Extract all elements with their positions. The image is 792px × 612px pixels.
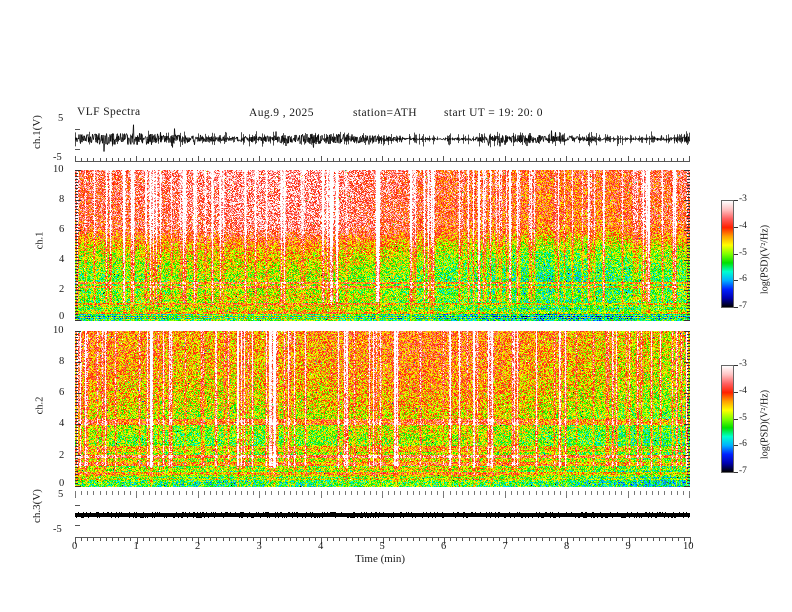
panel4-axis-label: ch.3(V) [31,489,43,523]
colorbar-tick [734,200,738,201]
panel3-ytick-10: 10 [53,325,64,336]
colorbar-tick-label: -7 [739,466,747,476]
x-tick-label: 10 [683,541,694,552]
colorbar-tick-label: -7 [739,301,747,311]
colorbar-tick-label: -4 [739,220,747,231]
x-tick-label: 7 [502,541,508,552]
panel4-ytick-neg5: -5 [53,524,62,535]
panel1-ytick-5: 5 [58,113,64,124]
colorbar-tick-label: -4 [739,385,747,396]
x-axis-title: Time (min) [355,553,406,565]
colorbar-tick-label: -3 [739,359,747,369]
colorbar-tick-label: -6 [739,274,747,285]
panel3-ytick-0: 0 [59,478,65,489]
colorbar-tick [734,391,738,393]
ch3-waveform-plot [75,491,690,539]
panel2-ytick-6: 6 [59,224,65,235]
colorbar-tick [734,365,738,366]
panel1-axis-label: ch.1(V) [31,115,43,149]
colorbar-tick [734,307,738,308]
panel3-ytick-8: 8 [59,356,65,367]
panel4-ytick-5: 5 [58,489,64,500]
x-tick-label: 4 [318,541,324,552]
colorbar-ch1-label: log(PSD)(V²/Hz) [759,224,771,295]
colorbar-ch1 [721,200,734,308]
colorbar-tick [734,445,738,447]
header-start-ut: start UT = 19: 20: 0 [444,107,543,119]
x-tick-label: 2 [195,541,201,552]
header-station: station=ATH [353,107,417,119]
colorbar-tick-label: -5 [739,247,747,258]
colorbar-ch2-label: log(PSD)(V²/Hz) [759,389,771,460]
ch1-spectrogram [75,170,690,321]
x-axis-ticks [75,537,691,545]
page-title: VLF Spectra [77,106,141,118]
header-date: Aug.9 , 2025 [249,107,314,119]
x-tick-label: 0 [72,541,78,552]
x-tick-label: 5 [379,541,385,552]
panel2-ytick-4: 4 [59,254,65,265]
panel3-ytick-4: 4 [59,418,65,429]
ch1-waveform-plot [75,120,690,162]
x-tick-label: 9 [625,541,631,552]
panel2-ytick-0: 0 [59,311,65,322]
colorbar-tick [734,472,738,473]
colorbar-tick-label: -3 [739,194,747,204]
panel3-axis-label-ch: ch.2 [34,396,46,415]
colorbar-tick [734,280,738,282]
colorbar-ch2 [721,365,734,473]
x-tick-label: 1 [133,541,139,552]
x-tick-label: 3 [256,541,262,552]
panel3-ytick-6: 6 [59,387,65,398]
panel2-ytick-10: 10 [53,164,64,175]
colorbar-tick-label: -6 [739,439,747,450]
colorbar-tick [734,418,738,420]
colorbar-tick [734,253,738,255]
x-tick-label: 8 [564,541,570,552]
panel2-axis-label-ch: ch.1 [34,231,46,250]
panel1-ytick-neg5: -5 [53,152,62,163]
panel3-ytick-2: 2 [59,450,65,461]
x-tick-label: 6 [441,541,447,552]
panel2-ytick-2: 2 [59,284,65,295]
colorbar-tick [734,226,738,228]
colorbar-tick-label: -5 [739,412,747,423]
panel2-ytick-8: 8 [59,194,65,205]
ch2-spectrogram [75,331,690,487]
